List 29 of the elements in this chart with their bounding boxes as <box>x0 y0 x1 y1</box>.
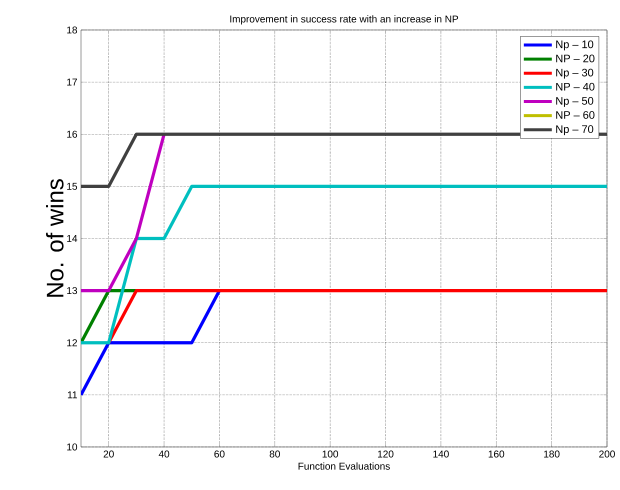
x-tick-label: 200 <box>599 450 615 458</box>
x-tick-label: 180 <box>544 450 560 458</box>
x-tick-label: 160 <box>488 450 504 458</box>
x-tick-label: 60 <box>214 450 225 458</box>
x-axis-title: Function Evaluations <box>298 462 390 470</box>
chart-title: Improvement in success rate with an increase in NP <box>230 15 458 24</box>
y-tick-label: 17 <box>67 78 77 86</box>
y-tick-label: 14 <box>67 235 78 242</box>
y-tick-label: 13 <box>67 287 78 294</box>
y-axis-title: No. of wins <box>46 179 64 297</box>
legend-label: NP – 20 <box>556 54 594 62</box>
y-tick-label: 10 <box>67 443 78 451</box>
y-tick-label: 16 <box>67 130 78 138</box>
x-tick-label: 80 <box>270 450 280 458</box>
legend-label: Np – 10 <box>556 40 594 50</box>
legend-label: NP – 40 <box>556 82 594 91</box>
legend-label: Np – 70 <box>556 125 594 136</box>
legend-label: Np – 30 <box>556 68 594 79</box>
y-tick-label: 12 <box>67 339 77 346</box>
x-tick-label: 40 <box>158 450 170 458</box>
legend-label: NP – 60 <box>556 111 594 119</box>
x-tick-label: 140 <box>433 450 449 458</box>
x-tick-label: 20 <box>104 450 114 458</box>
y-tick-label: 11 <box>68 391 78 398</box>
x-tick-label: 120 <box>378 450 394 458</box>
y-tick-label: 18 <box>67 26 78 34</box>
y-tick-label: 15 <box>67 182 78 190</box>
x-tick-label: 100 <box>322 450 338 458</box>
legend-label: Np – 50 <box>556 96 594 107</box>
